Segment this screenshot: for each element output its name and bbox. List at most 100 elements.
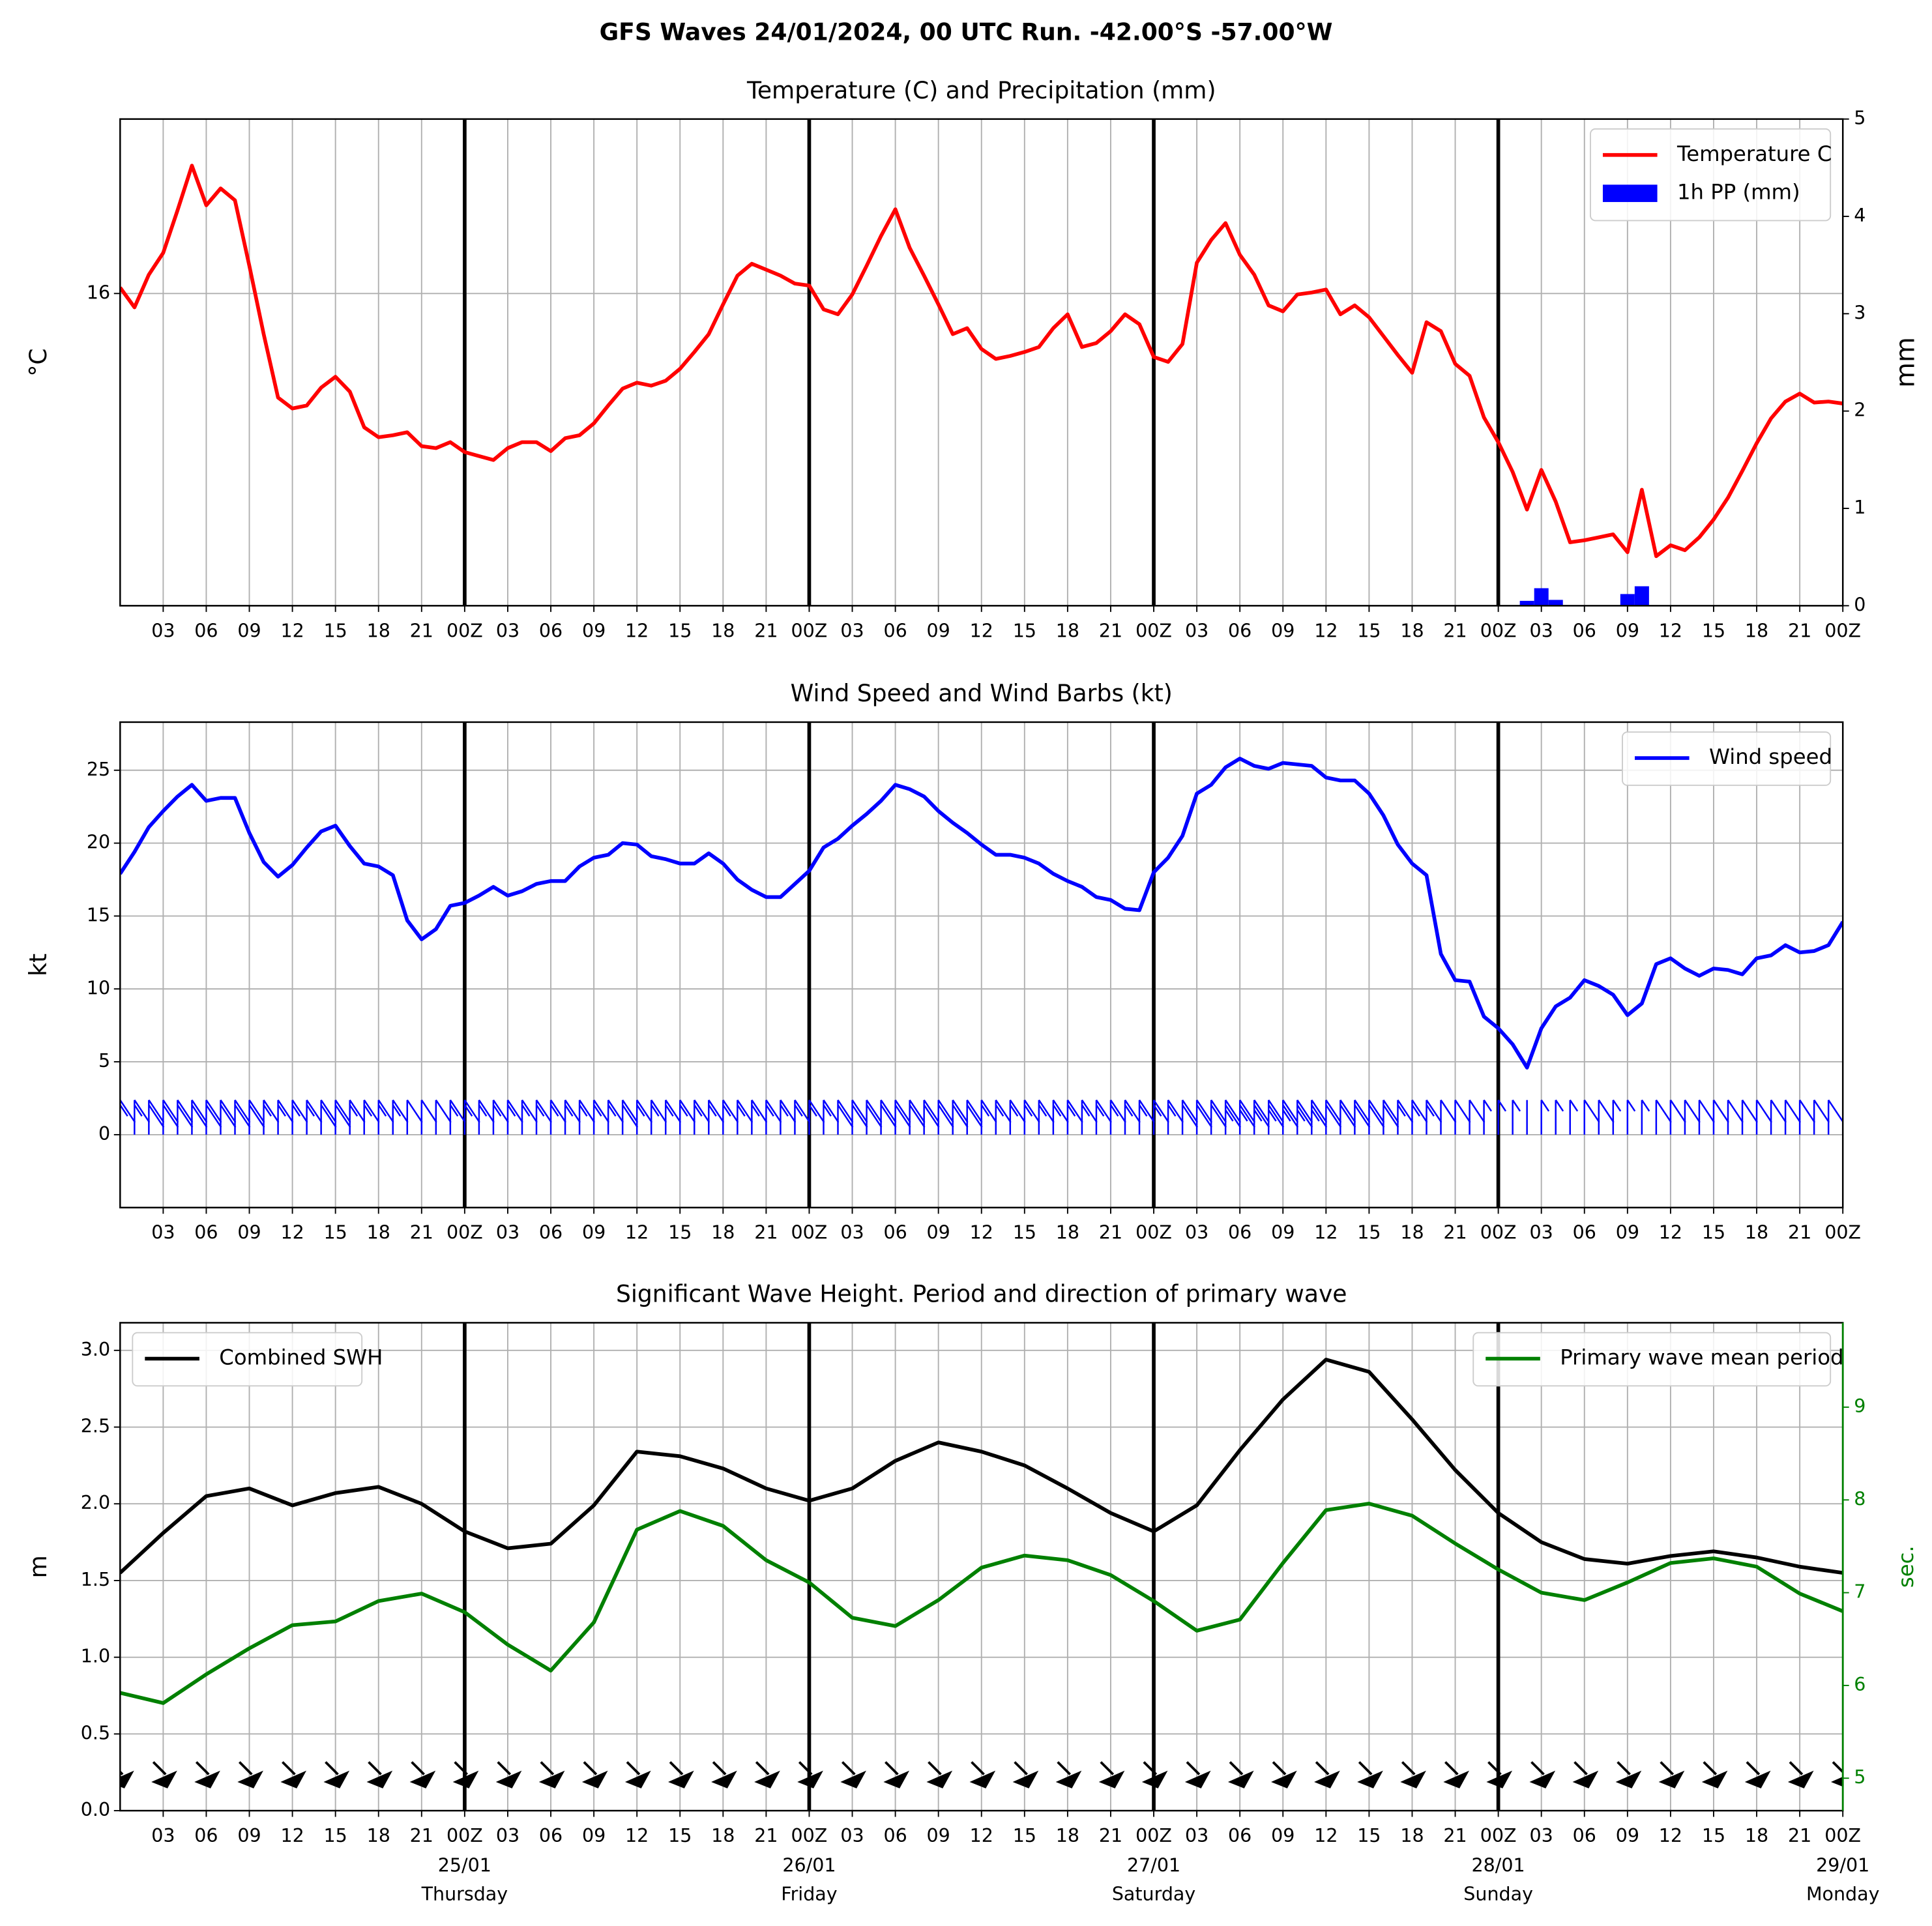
wind-barb [980,1100,997,1135]
wind-barb [937,1100,954,1135]
x-tick-label: 18 [367,1825,390,1846]
y2-tick-label: 1 [1854,497,1866,518]
x-tick-label: 03 [1530,620,1553,641]
direction-arrow [969,1761,996,1788]
wind-barb [205,1100,222,1135]
wind-barb [1497,1100,1507,1135]
wind-barb [1540,1100,1550,1135]
y2-tick-label: 5 [1854,1766,1866,1788]
wind-barb [1167,1100,1184,1135]
x-tick-label: 09 [927,1825,950,1846]
x-tick-label: 03 [496,1222,520,1244]
x-tick-label: 09 [237,620,261,641]
x-tick-label: 00Z [1824,620,1861,641]
x-tick-label: 12 [625,1825,649,1846]
x-tick-label: 21 [754,1222,778,1244]
legend-label: Wind speed [1709,744,1832,769]
wind-barb [995,1100,1012,1135]
x-tick-label: 09 [582,1825,606,1846]
x-tick-label: 09 [1271,620,1295,641]
date-label: 25/01 [438,1855,491,1876]
wind-barb [1411,1100,1428,1135]
x-tick-label: 03 [496,620,520,641]
direction-arrow [1314,1761,1340,1788]
x-tick-label: 18 [1056,1222,1079,1244]
wind-barb [1311,1100,1328,1135]
x-tick-label: 09 [1271,1222,1295,1244]
direction-arrow [1615,1761,1642,1788]
wind-barb [1770,1100,1787,1135]
wind-barb [1095,1100,1112,1135]
wind-barb [535,1100,552,1135]
x-tick-label: 18 [1745,1222,1768,1244]
wind-barb [1426,1100,1442,1135]
x-tick-label: 06 [883,1222,907,1244]
y-tick-label: 0.0 [81,1799,110,1820]
x-tick-label: 09 [582,1222,606,1244]
x-tick-label: 03 [1185,1825,1208,1846]
plot-frame [119,118,1844,607]
wind-barb [1195,1100,1212,1135]
y-tick-label: 1.5 [81,1569,110,1590]
x-tick-label: 06 [883,1825,907,1846]
wind-barb [794,1100,811,1135]
wind-barb [952,1100,969,1135]
x-tick-label: 09 [1616,1222,1639,1244]
wind-barb [1383,1100,1399,1135]
x-tick-label: 03 [840,1825,864,1846]
x-tick-label: 09 [1271,1825,1295,1846]
x-tick-label: 12 [970,1222,993,1244]
wind-barb [1066,1100,1083,1135]
date-label: 27/01 [1127,1855,1180,1876]
direction-arrow [194,1761,220,1788]
direction-arrow [883,1761,910,1788]
wind-barb [1124,1100,1141,1135]
y-tick-label: 2.0 [81,1492,110,1513]
x-tick-label: 18 [1400,1222,1424,1244]
day-label: Saturday [1112,1883,1196,1904]
bar [1519,600,1534,606]
y2-tick-label: 7 [1854,1581,1866,1603]
x-tick-label: 12 [1659,620,1682,641]
x-tick-label: 06 [1228,1222,1251,1244]
wind-barb [722,1100,739,1135]
x-tick-label: 12 [625,1222,649,1244]
y2-axis-label: sec. [1894,1545,1918,1588]
direction-arrow [668,1761,694,1788]
x-tick-label: 00Z [446,1222,483,1244]
wind-barb [220,1100,237,1135]
wind-barb [909,1100,926,1135]
x-tick-label: 00Z [1135,1825,1172,1846]
wind-barb [780,1100,797,1135]
wind-barb [1224,1100,1241,1135]
x-tick-label: 03 [1530,1825,1553,1846]
wind-barb [1109,1100,1126,1135]
direction-arrow [366,1761,393,1788]
wind-barb [1469,1100,1486,1135]
x-tick-label: 03 [151,1825,175,1846]
direction-arrow [1227,1761,1254,1788]
x-tick-label: 21 [1788,1222,1811,1244]
x-tick-label: 09 [927,620,950,641]
x-tick-label: 12 [1659,1222,1682,1244]
plot-frame [119,721,1844,1208]
y-tick-label: 0 [98,1123,110,1145]
y-tick-label: 5 [98,1050,110,1072]
y2-tick-label: 8 [1854,1488,1866,1510]
x-tick-label: 06 [1228,1825,1251,1846]
wind-barb [664,1100,682,1135]
x-tick-label: 15 [1357,620,1381,641]
wind-barb [1181,1100,1198,1135]
x-tick-label: 15 [324,620,347,641]
wind-barb [1009,1100,1026,1135]
x-tick-label: 18 [1400,1825,1424,1846]
direction-arrow [495,1761,522,1788]
wind-barb [1081,1100,1098,1135]
y2-tick-label: 4 [1854,205,1866,226]
direction-arrow [926,1761,953,1788]
wind-barb [549,1100,566,1135]
direction-arrow [1830,1761,1843,1787]
date-label: 29/01 [1816,1855,1869,1876]
wind-barb [966,1100,983,1135]
wind-barb [1641,1100,1650,1135]
